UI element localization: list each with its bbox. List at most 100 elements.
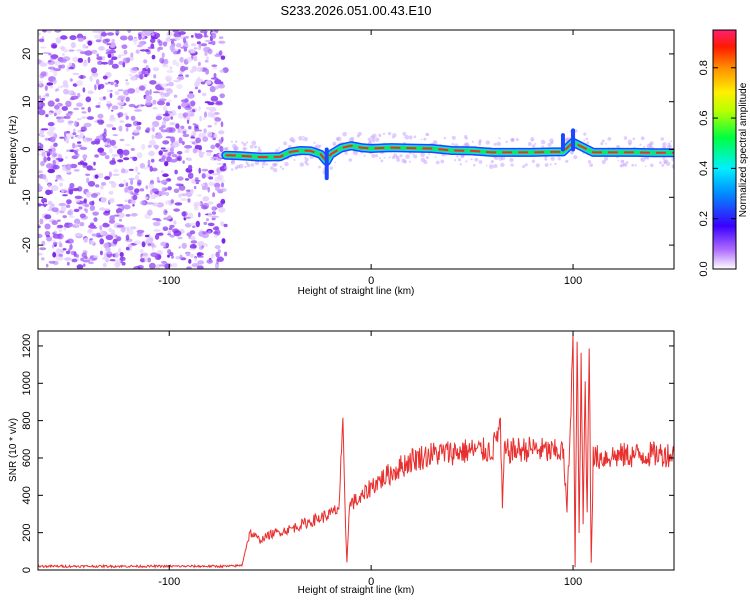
- noise-blob: [97, 234, 104, 238]
- spectrogram-ytick-label: 20: [21, 48, 33, 60]
- noise-blob: [196, 41, 201, 45]
- noise-blob: [49, 136, 56, 143]
- noise-blob: [214, 245, 221, 250]
- noise-blob: [158, 190, 166, 196]
- noise-blob: [117, 212, 125, 218]
- snr-ytick-label: 1200: [21, 334, 33, 358]
- noise-blob: [141, 143, 146, 151]
- noise-blob: [111, 109, 114, 112]
- halo-dot: [284, 161, 289, 167]
- noise-blob: [66, 130, 70, 134]
- halo-dot: [408, 135, 413, 140]
- noise-blob: [111, 63, 119, 69]
- noise-blob: [133, 266, 141, 269]
- spectrogram-xtick-label: -100: [158, 275, 180, 287]
- halo-dot: [510, 137, 515, 143]
- figure-title: S233.2026.051.00.43.E10: [280, 3, 431, 18]
- noise-blob: [191, 65, 198, 72]
- halo-dot: [383, 156, 386, 159]
- noise-blob: [125, 144, 131, 147]
- noise-blob: [142, 252, 149, 259]
- noise-blob: [97, 147, 104, 153]
- noise-blob: [130, 213, 138, 217]
- noise-blob: [80, 257, 84, 260]
- noise-blob: [130, 75, 137, 81]
- halo-dot: [230, 140, 233, 143]
- noise-blob: [121, 261, 126, 266]
- noise-blob: [220, 121, 224, 128]
- noise-blob: [108, 227, 112, 232]
- noise-blob: [157, 47, 161, 52]
- noise-blob: [91, 67, 98, 74]
- noise-region: [38, 30, 229, 269]
- noise-blob: [177, 127, 181, 134]
- noise-blob: [166, 77, 171, 82]
- halo-dot: [382, 132, 386, 135]
- noise-blob: [145, 95, 153, 102]
- noise-blob: [175, 183, 184, 187]
- noise-blob: [119, 252, 124, 257]
- halo-dot: [505, 140, 508, 144]
- noise-blob: [45, 234, 51, 238]
- noise-blob: [184, 66, 189, 71]
- noise-blob: [163, 209, 168, 216]
- noise-blob: [202, 231, 207, 235]
- halo-dot: [498, 137, 501, 140]
- noise-blob: [118, 218, 123, 222]
- noise-blob: [152, 106, 158, 110]
- noise-blob: [149, 165, 153, 172]
- noise-blob: [123, 49, 128, 55]
- noise-blob: [181, 193, 187, 197]
- noise-blob: [195, 220, 200, 228]
- noise-blob: [85, 173, 91, 176]
- noise-blob: [99, 120, 105, 124]
- noise-blob: [166, 88, 173, 95]
- noise-blob: [156, 219, 162, 222]
- noise-blob: [120, 226, 126, 233]
- halo-dot: [625, 161, 629, 165]
- noise-blob: [135, 49, 140, 54]
- noise-blob: [204, 31, 207, 37]
- noise-blob: [55, 256, 64, 261]
- noise-blob: [160, 170, 164, 174]
- halo-dot: [375, 154, 379, 158]
- noise-blob: [70, 95, 79, 100]
- noise-blob: [184, 145, 193, 149]
- noise-blob: [48, 66, 56, 70]
- halo-dot: [375, 137, 380, 142]
- noise-blob: [65, 100, 72, 108]
- noise-blob: [66, 261, 70, 266]
- noise-blob: [40, 128, 49, 131]
- noise-blob: [218, 130, 225, 135]
- noise-blob: [185, 74, 190, 78]
- noise-blob: [141, 69, 146, 75]
- noise-blob: [169, 66, 173, 70]
- noise-blob: [182, 160, 185, 164]
- noise-blob: [91, 140, 96, 145]
- noise-blob: [104, 252, 107, 259]
- noise-blob: [38, 133, 41, 137]
- halo-dot: [485, 164, 488, 167]
- noise-blob: [169, 234, 175, 238]
- noise-blob: [65, 156, 68, 159]
- noise-blob: [88, 180, 96, 187]
- noise-blob: [212, 227, 220, 231]
- noise-blob: [136, 125, 142, 131]
- noise-blob: [198, 105, 201, 112]
- noise-blob: [112, 145, 118, 149]
- halo-dot: [623, 136, 628, 140]
- noise-blob: [38, 38, 45, 43]
- noise-blob: [102, 56, 106, 61]
- noise-blob: [58, 253, 63, 258]
- halo-dot: [544, 163, 549, 167]
- noise-blob: [52, 159, 57, 166]
- noise-blob: [118, 60, 124, 65]
- colorbar: 0.0 0.2 0.4 0.6 0.8 Normalized spectral ampl…: [698, 29, 749, 277]
- noise-blob: [224, 251, 228, 257]
- noise-blob: [178, 184, 186, 191]
- halo-dot: [372, 137, 375, 140]
- noise-blob: [157, 100, 165, 106]
- noise-blob: [223, 223, 228, 228]
- noise-blob: [48, 52, 52, 56]
- noise-blob: [205, 150, 213, 153]
